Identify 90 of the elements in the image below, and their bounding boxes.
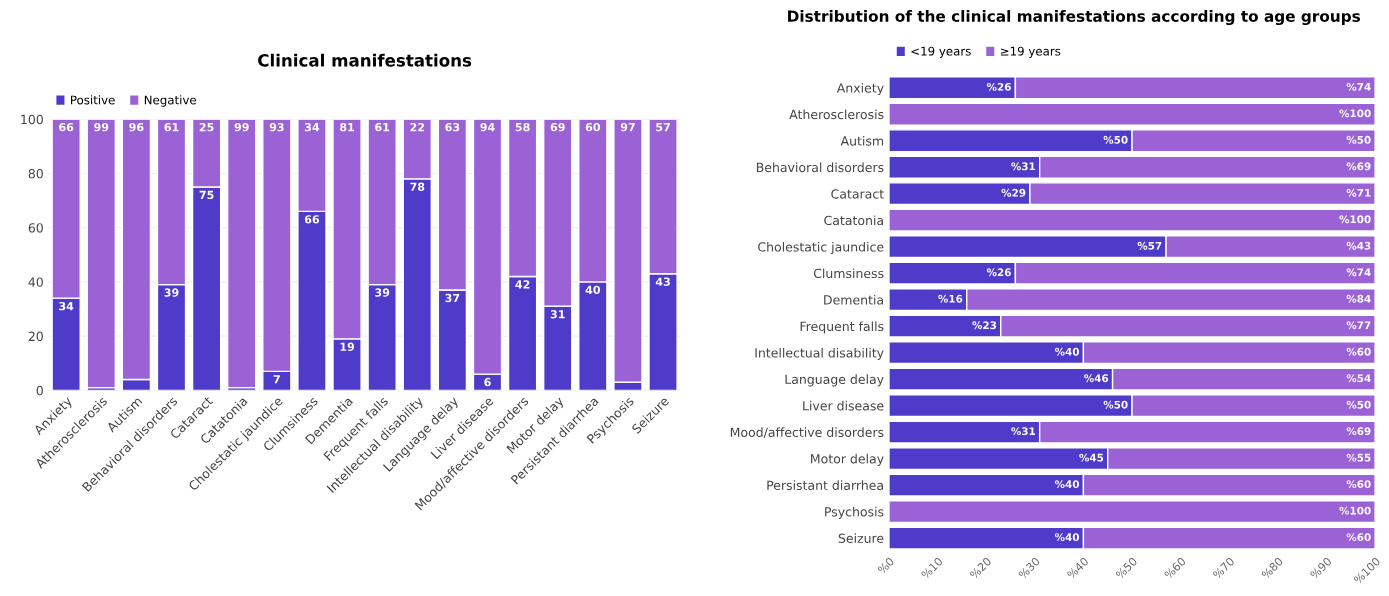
- data-label: 63: [445, 122, 460, 132]
- x-tick-label: %0: [877, 556, 895, 575]
- data-label: %29: [1001, 188, 1026, 197]
- data-label: %77: [1346, 321, 1371, 330]
- y-tick-label: Psychosis: [825, 506, 884, 519]
- y-tick-label: Atherosclerosis: [789, 109, 884, 120]
- data-label: %31: [1011, 427, 1036, 436]
- data-label: 75: [199, 190, 214, 200]
- data-label: %60: [1346, 533, 1371, 542]
- y-tick-label: 100: [21, 114, 43, 125]
- data-label: %57: [1137, 241, 1162, 250]
- data-label: %100: [1339, 109, 1371, 118]
- data-label: 42: [515, 280, 530, 289]
- legend-label: <19 years: [911, 46, 971, 58]
- data-label: %100: [1339, 215, 1371, 224]
- chart-title: Distribution of the clinical manifestations according to age groups: [788, 10, 1361, 26]
- data-label: %46: [1084, 374, 1109, 383]
- data-label: 69: [550, 122, 565, 132]
- y-tick-label: Clumsiness: [813, 268, 884, 279]
- data-label: %50: [1346, 135, 1371, 144]
- data-label: 7: [273, 375, 280, 384]
- y-tick-label: Anxiety: [836, 83, 884, 96]
- data-label: 43: [655, 277, 670, 286]
- y-tick-label: Seizure: [838, 533, 884, 543]
- legend-label: ≥19 years: [1000, 46, 1061, 58]
- data-label: %84: [1346, 294, 1371, 303]
- data-label: %40: [1054, 347, 1080, 356]
- data-label: 25: [199, 122, 214, 132]
- data-label: 66: [59, 122, 74, 132]
- data-label: 60: [585, 122, 601, 132]
- data-label: %16: [938, 294, 963, 303]
- data-label: 66: [304, 215, 320, 224]
- data-label: 39: [375, 288, 390, 297]
- data-label: %26: [986, 82, 1011, 91]
- data-label: 22: [410, 122, 425, 132]
- y-tick-label: Autism: [840, 135, 884, 146]
- data-label: %74: [1346, 268, 1371, 277]
- bar: [86, 119, 117, 389]
- data-label: %26: [986, 268, 1011, 277]
- y-tick-label: 20: [28, 331, 43, 342]
- y-tick-label: Frequent falls: [800, 321, 884, 334]
- data-label: 99: [234, 122, 249, 132]
- data-label: 61: [164, 122, 179, 132]
- y-tick-label: 0: [36, 385, 43, 396]
- legend-label: Negative: [144, 95, 197, 107]
- data-label: %40: [1054, 533, 1080, 542]
- data-label: %100: [1339, 506, 1371, 515]
- data-label: 39: [164, 288, 179, 297]
- data-label: 34: [304, 122, 320, 132]
- data-label: 93: [269, 122, 284, 132]
- data-label: 34: [59, 301, 74, 311]
- legend-label: Positive: [71, 95, 115, 105]
- y-tick-label: Intellectual disability: [755, 347, 884, 360]
- y-tick-label: Dementia: [824, 294, 883, 305]
- data-label: %74: [1346, 82, 1371, 91]
- data-label: 57: [656, 123, 670, 132]
- chart-title: Clinical manifestations: [258, 53, 472, 67]
- data-label: %43: [1346, 241, 1371, 250]
- data-label: 81: [340, 122, 355, 132]
- data-label: 99: [94, 122, 109, 132]
- data-label: %23: [972, 321, 997, 330]
- data-label: %71: [1346, 188, 1371, 197]
- data-label: 58: [515, 122, 530, 132]
- data-label: 94: [480, 122, 495, 132]
- data-label: 96: [129, 122, 144, 132]
- data-label: %54: [1346, 374, 1371, 383]
- y-tick-label: Behavioral disorders: [756, 162, 884, 173]
- data-label: 19: [340, 342, 355, 351]
- data-label: 78: [410, 182, 425, 191]
- y-tick-label: Cataract: [831, 189, 884, 199]
- y-tick-label: 60: [28, 223, 43, 233]
- y-tick-label: Catatonia: [824, 215, 883, 226]
- y-tick-label: Cholestatic jaundice: [758, 241, 884, 255]
- data-label: %55: [1346, 453, 1371, 462]
- data-label: %50: [1103, 135, 1128, 144]
- y-tick-label: Language delay: [785, 374, 884, 387]
- data-label: 40: [585, 285, 601, 295]
- data-label: 37: [445, 293, 460, 303]
- data-label: %69: [1346, 162, 1371, 171]
- data-label: %31: [1011, 162, 1036, 171]
- y-tick-label: 40: [28, 277, 43, 287]
- y-tick-label: 80: [28, 168, 43, 179]
- data-label: %60: [1346, 347, 1371, 356]
- data-label: 6: [484, 377, 491, 387]
- data-label: 61: [375, 122, 390, 132]
- bar: [226, 119, 257, 389]
- data-label: 97: [620, 122, 635, 132]
- data-label: %45: [1079, 453, 1104, 462]
- data-label: 31: [550, 310, 565, 319]
- data-label: %69: [1346, 427, 1371, 436]
